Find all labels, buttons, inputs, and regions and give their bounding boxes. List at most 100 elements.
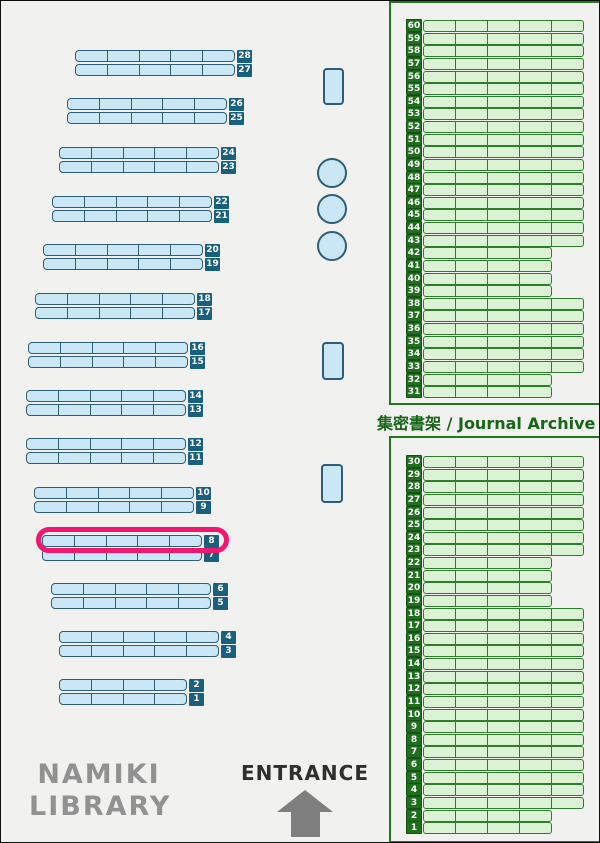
shelf-segment bbox=[424, 96, 456, 107]
shelf-segment bbox=[91, 405, 123, 415]
shelf-segment bbox=[552, 621, 583, 631]
bookshelf-body bbox=[75, 50, 235, 62]
shelf-segment bbox=[424, 235, 456, 246]
shelf-segment bbox=[520, 96, 552, 107]
shelf-segment bbox=[424, 361, 456, 372]
shelf-segment bbox=[520, 274, 551, 284]
archive-shelf-body bbox=[423, 183, 584, 196]
archive-shelf-body bbox=[423, 145, 584, 158]
archive-shelf-body bbox=[423, 569, 552, 582]
shelf-segment bbox=[552, 72, 583, 82]
shelf-segment bbox=[456, 772, 488, 783]
library-name: NAMIKI LIBRARY bbox=[29, 759, 169, 823]
shelf-segment bbox=[424, 71, 456, 82]
shelf-segment bbox=[424, 222, 456, 233]
shelf-segment bbox=[456, 273, 488, 284]
shelf-segment bbox=[424, 532, 456, 543]
shelf-segment bbox=[424, 683, 456, 694]
shelf-segment bbox=[148, 197, 181, 207]
archive-shelf-body bbox=[423, 44, 584, 57]
shelf-segment bbox=[424, 645, 456, 656]
archive-shelf-number-4: 4 bbox=[406, 783, 422, 796]
shelf-segment bbox=[92, 148, 124, 158]
archive-shelf-number-58: 58 bbox=[406, 44, 422, 57]
archive-shelf-body bbox=[423, 82, 584, 95]
archive-shelf-body bbox=[423, 506, 584, 519]
shelf-segment bbox=[456, 746, 488, 757]
bookshelf-body bbox=[52, 196, 212, 208]
shelf-pair-20-19: 20 19 bbox=[43, 243, 220, 271]
shelf-segment bbox=[488, 45, 520, 56]
shelf-segment bbox=[29, 343, 61, 353]
archive-shelf-body bbox=[423, 455, 584, 468]
archive-shelf-number-49: 49 bbox=[406, 158, 422, 171]
shelf-segment bbox=[60, 694, 92, 704]
shelf-number-badge-7: 7 bbox=[204, 548, 219, 562]
shelf-segment bbox=[155, 646, 188, 656]
bookshelf-20: 20 bbox=[43, 243, 220, 257]
table bbox=[323, 68, 344, 105]
shelf-segment bbox=[76, 65, 108, 75]
shelf-segment bbox=[424, 184, 456, 195]
shelf-segment bbox=[52, 584, 84, 594]
shelf-segment bbox=[488, 696, 520, 707]
archive-shelf-body bbox=[423, 733, 584, 746]
shelf-segment bbox=[424, 83, 456, 94]
archive-shelf-body bbox=[423, 594, 552, 607]
archive-shelf-number-36: 36 bbox=[406, 322, 422, 335]
archive-shelf-body bbox=[423, 107, 584, 120]
shelf-segment bbox=[520, 336, 552, 347]
shelf-segment bbox=[424, 721, 456, 732]
shelf-segment bbox=[488, 20, 520, 31]
shelf-segment bbox=[124, 162, 156, 172]
bookshelf-4: 4 bbox=[59, 630, 236, 644]
shelf-segment bbox=[36, 308, 68, 318]
shelf-segment bbox=[488, 734, 520, 745]
bookshelf-26: 26 bbox=[67, 97, 244, 111]
shelf-number-badge-27: 27 bbox=[237, 63, 252, 77]
archive-shelf-number-30: 30 bbox=[406, 455, 422, 468]
shelf-number-badge-15: 15 bbox=[190, 355, 205, 369]
shelf-segment bbox=[488, 519, 520, 530]
shelf-segment bbox=[520, 172, 552, 183]
archive-shelf-4: 4 bbox=[406, 783, 584, 796]
shelf-segment bbox=[100, 113, 132, 123]
bookshelf-body bbox=[26, 452, 186, 464]
shelf-segment bbox=[75, 536, 107, 546]
archive-shelf-number-23: 23 bbox=[406, 543, 422, 556]
archive-shelf-body bbox=[423, 745, 584, 758]
shelf-segment bbox=[424, 209, 456, 220]
bookshelf-body bbox=[67, 98, 227, 110]
shelf-segment bbox=[171, 245, 202, 255]
shelf-segment bbox=[61, 343, 93, 353]
shelf-segment bbox=[92, 632, 124, 642]
shelf-segment bbox=[520, 184, 552, 195]
archive-shelf-2: 2 bbox=[406, 809, 552, 822]
archive-shelf-27: 27 bbox=[406, 493, 584, 506]
shelf-segment bbox=[76, 245, 108, 255]
shelf-segment bbox=[163, 308, 194, 318]
shelf-segment bbox=[488, 507, 520, 518]
shelf-segment bbox=[520, 298, 552, 309]
archive-shelf-body bbox=[423, 682, 584, 695]
archive-shelf-body bbox=[423, 796, 584, 809]
shelf-segment bbox=[456, 348, 488, 359]
library-name-line2: LIBRARY bbox=[29, 791, 172, 822]
shelf-number-badge-16: 16 bbox=[190, 341, 205, 355]
archive-shelf-body bbox=[423, 619, 584, 632]
round-table bbox=[317, 194, 347, 224]
archive-shelf-body bbox=[423, 657, 584, 670]
shelf-segment bbox=[424, 172, 456, 183]
archive-shelf-body bbox=[423, 309, 584, 322]
shelf-segment bbox=[552, 785, 583, 795]
shelf-number-badge-8: 8 bbox=[204, 534, 219, 548]
shelf-segment bbox=[154, 391, 185, 401]
bookshelf-body bbox=[75, 64, 235, 76]
archive-shelf-number-1: 1 bbox=[406, 821, 422, 834]
shelf-segment bbox=[92, 680, 124, 690]
shelf-segment bbox=[520, 658, 552, 669]
archive-shelf-28: 28 bbox=[406, 480, 584, 493]
bookshelf-1: 1 bbox=[59, 692, 204, 706]
bookshelf-3: 3 bbox=[59, 644, 236, 658]
archive-shelf-number-12: 12 bbox=[406, 682, 422, 695]
